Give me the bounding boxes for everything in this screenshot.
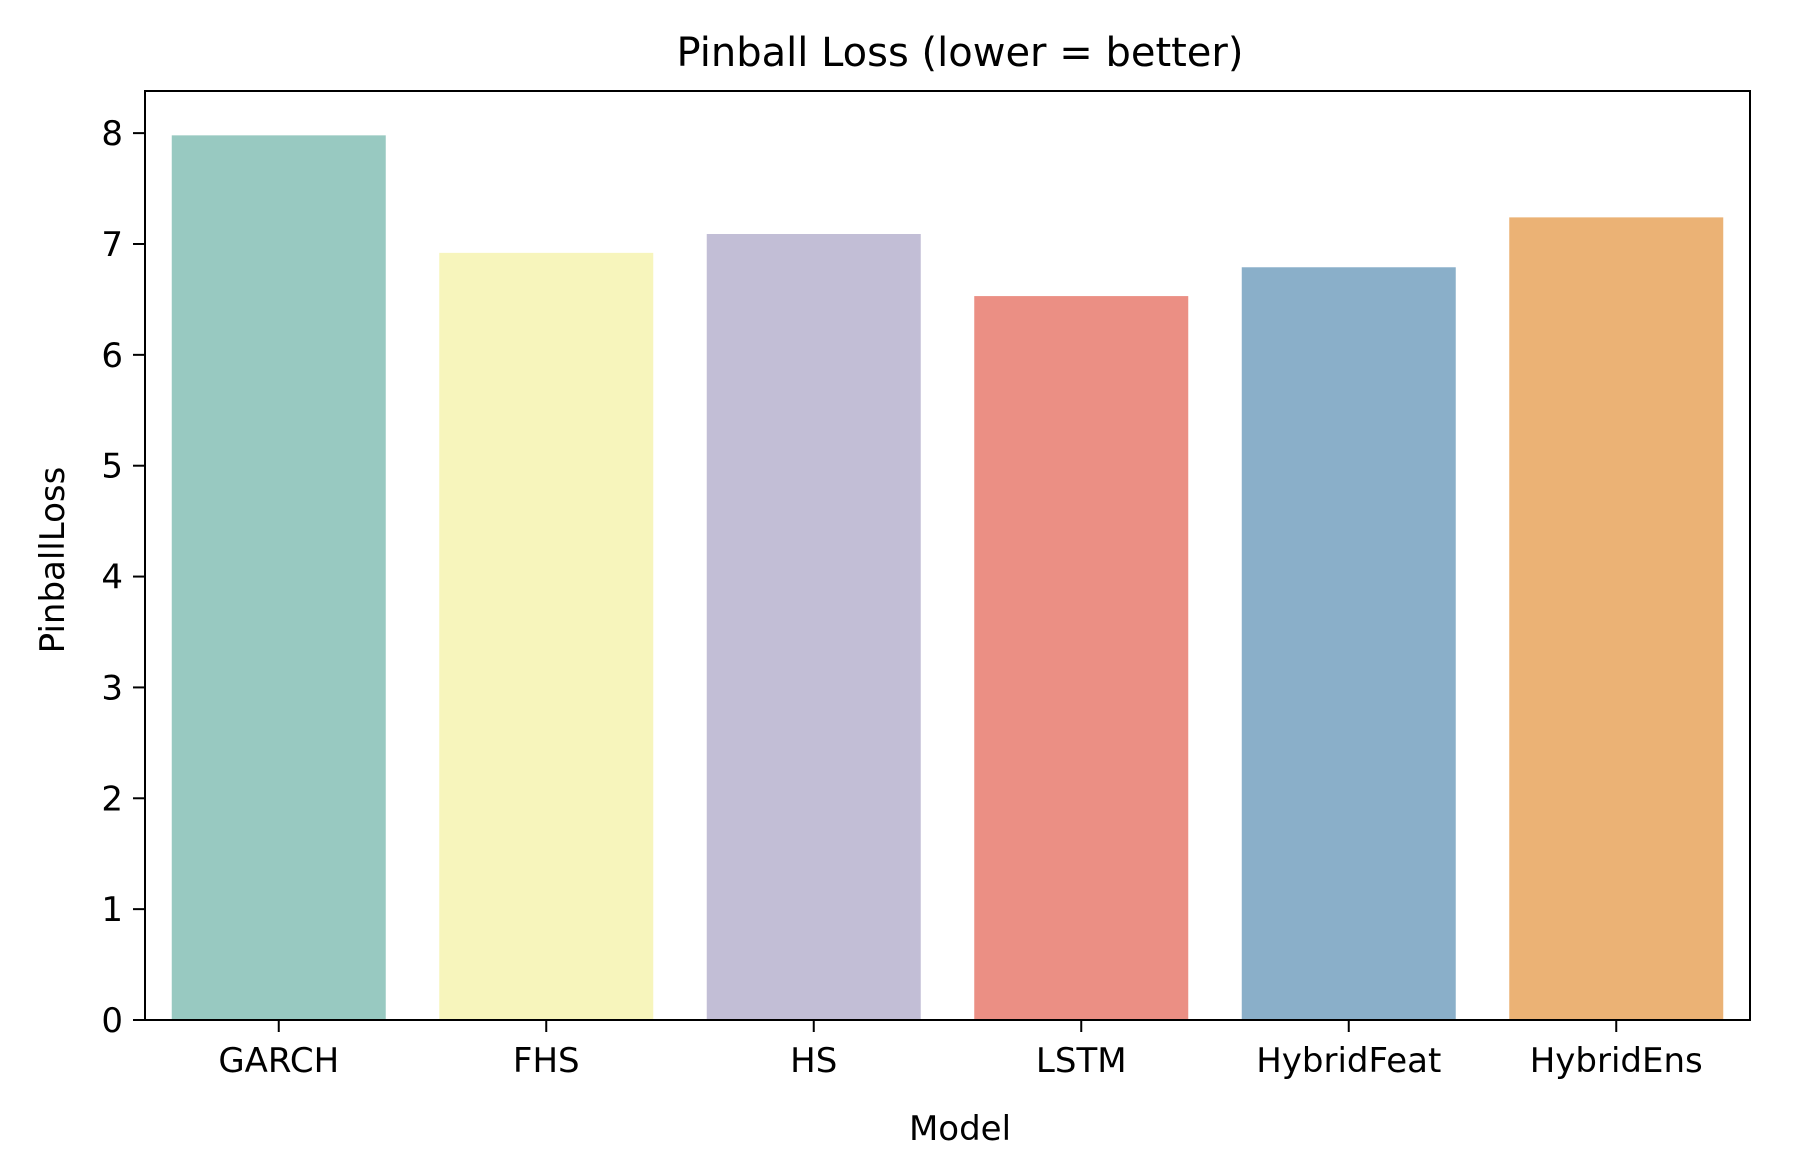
bar-hybridfeat bbox=[1241, 267, 1456, 1020]
y-axis-label: PinballLoss bbox=[33, 467, 73, 654]
x-tick-label: FHS bbox=[513, 1041, 580, 1081]
x-tick-label: HS bbox=[790, 1041, 837, 1081]
x-tick-label: HybridFeat bbox=[1256, 1041, 1441, 1081]
y-axis-ticks: 0 1 2 3 4 5 6 7 8 bbox=[101, 114, 145, 1041]
y-tick-label: 8 bbox=[101, 114, 123, 154]
bar-hs bbox=[706, 234, 921, 1020]
chart-title: Pinball Loss (lower = better) bbox=[677, 30, 1244, 76]
x-tick-label: LSTM bbox=[1036, 1041, 1127, 1081]
y-tick-label: 6 bbox=[101, 336, 123, 376]
plot-frame bbox=[144, 90, 1751, 1021]
y-tick-label: 4 bbox=[101, 558, 123, 598]
bar-hybridens bbox=[1509, 217, 1724, 1021]
y-tick-label: 1 bbox=[101, 890, 123, 930]
y-tick-label: 3 bbox=[101, 668, 123, 708]
bar-garch bbox=[171, 135, 386, 1020]
bars-group bbox=[171, 135, 1724, 1021]
y-tick-label: 0 bbox=[101, 1001, 123, 1041]
bar-fhs bbox=[439, 252, 654, 1020]
x-axis-label: Model bbox=[909, 1109, 1011, 1149]
y-tick-label: 5 bbox=[101, 447, 123, 487]
x-axis-ticks: GARCH FHS HS LSTM HybridFeat HybridEns bbox=[218, 1020, 1703, 1081]
bar-lstm bbox=[974, 296, 1189, 1021]
y-tick-label: 2 bbox=[101, 779, 123, 819]
x-tick-label: HybridEns bbox=[1530, 1041, 1703, 1081]
x-tick-label: GARCH bbox=[218, 1041, 339, 1081]
y-tick-label: 7 bbox=[101, 225, 123, 265]
